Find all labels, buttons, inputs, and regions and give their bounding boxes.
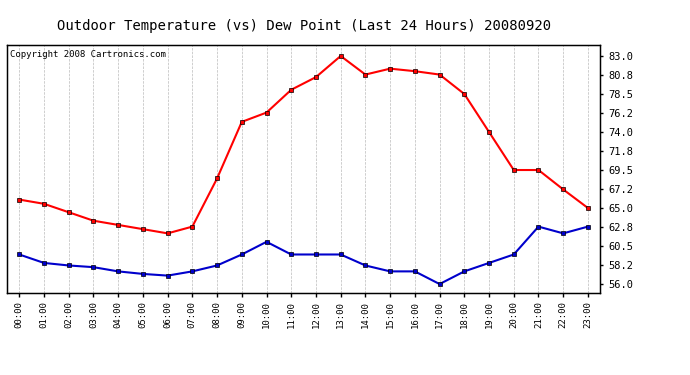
Text: Outdoor Temperature (vs) Dew Point (Last 24 Hours) 20080920: Outdoor Temperature (vs) Dew Point (Last… xyxy=(57,19,551,33)
Text: Copyright 2008 Cartronics.com: Copyright 2008 Cartronics.com xyxy=(10,50,166,59)
